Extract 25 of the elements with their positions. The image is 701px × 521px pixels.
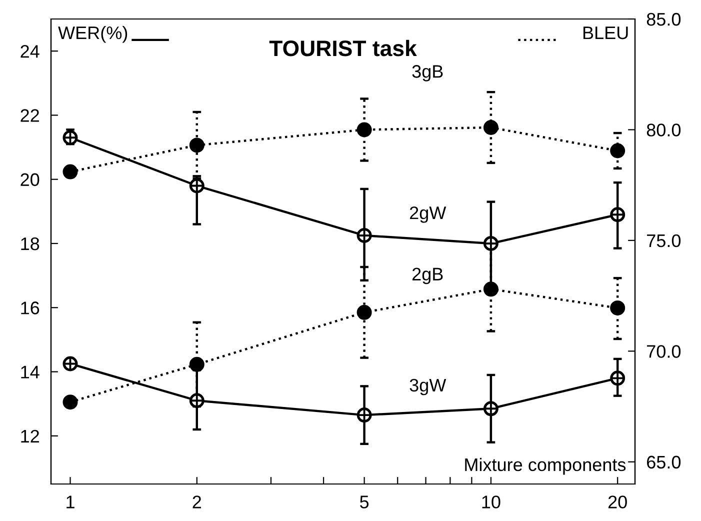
y-tick-label: 20 [20, 173, 40, 186]
text: 3gB [412, 65, 443, 82]
y-tick-label: 22 [20, 109, 39, 122]
y2-tick-label: 85.0 [646, 12, 681, 26]
y2-tick-label: 70.0 [647, 345, 681, 358]
y2-tick-label: 65.0 [647, 456, 681, 469]
series-label: 3gW [410, 378, 446, 396]
series-label: 2gW [410, 206, 446, 223]
y-tick-label: 18 [21, 237, 40, 250]
y2-tick-label: 75.0 [647, 234, 681, 248]
y-axis-title: WER(%) [58, 26, 128, 43]
x-tick-label: 2 [192, 496, 202, 508]
y-tick-label: 12 [21, 430, 39, 442]
x-tick-label: 1 [66, 496, 74, 508]
x-tick-label: 20 [608, 496, 627, 508]
x-tick-label: 5 [360, 496, 369, 508]
x-axis-title: Mixture components [465, 458, 626, 475]
y-tick-label: 14 [21, 366, 40, 378]
y2-axis-title: BLEU [583, 26, 628, 40]
y-tick-label: 16 [21, 302, 40, 314]
y-tick-label: 24 [20, 45, 40, 58]
text: TOURIST task [269, 40, 417, 56]
x-tick-label: 10 [482, 496, 500, 508]
series-label: 2gB [412, 268, 443, 284]
y2-tick-label: 80.0 [646, 124, 681, 136]
